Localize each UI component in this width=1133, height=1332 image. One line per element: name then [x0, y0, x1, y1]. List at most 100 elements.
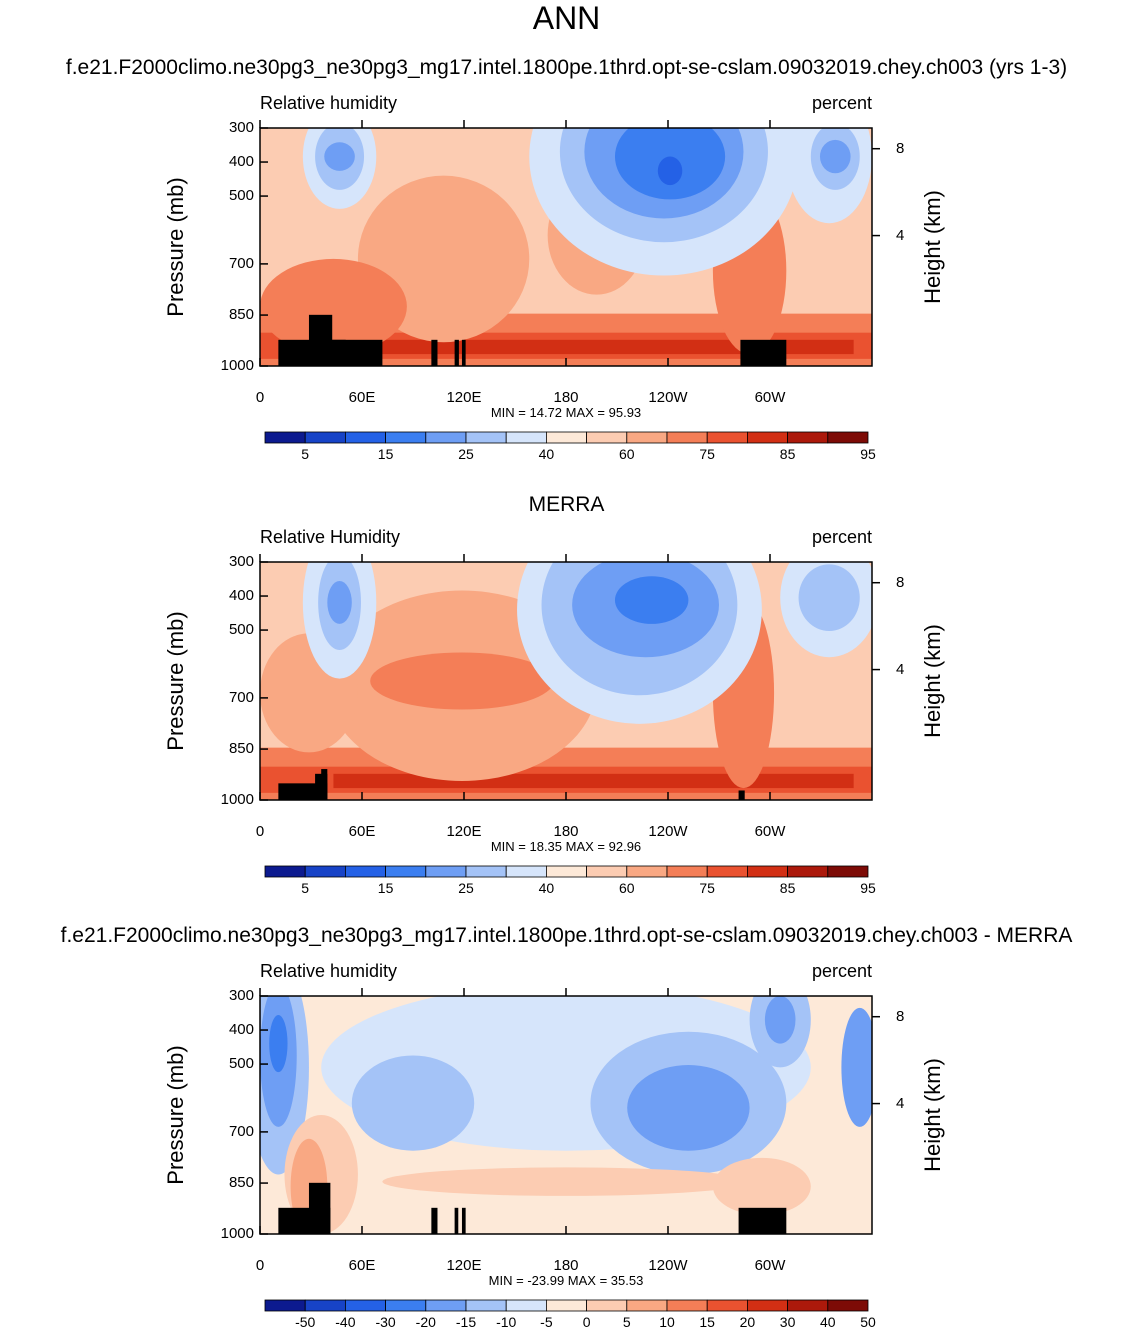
pressure-tick-label: 300	[228, 119, 254, 136]
longitude-tick-label: 0	[255, 1257, 265, 1274]
colorbar-label: 40	[538, 446, 555, 462]
height-tick-label: 8	[896, 573, 905, 591]
topography-mask	[461, 1207, 466, 1234]
colorbar-label: 15	[699, 1314, 715, 1330]
panel2-min-max: MIN = 18.35 MAX = 92.96	[490, 839, 642, 854]
topography-mask	[308, 314, 333, 366]
longitude-tick-label: 120W	[648, 389, 688, 406]
longitude-tick-label: 120W	[648, 1257, 688, 1274]
contour-region	[614, 576, 689, 624]
height-axis-label: Height (km)	[920, 624, 945, 738]
pressure-tick-label: 400	[228, 587, 254, 605]
colorbar-label: 95	[860, 880, 876, 896]
colorbar-1	[264, 431, 869, 444]
height-axis-label: Height (km)	[920, 1058, 945, 1172]
height-tick-label: 4	[896, 1094, 905, 1112]
colorbar-label: -50	[295, 1314, 316, 1330]
colorbar-swatch	[666, 431, 708, 444]
panel2-variable-label: Relative Humidity	[260, 527, 401, 547]
topography-mask	[431, 339, 438, 366]
panel2-title: MERRA	[528, 493, 605, 516]
pressure-tick-label: 850	[228, 306, 254, 324]
colorbar-swatch	[626, 1299, 668, 1312]
contour-panel-1	[259, 120, 880, 367]
colorbar-swatch	[586, 1299, 628, 1312]
colorbar-swatch	[827, 431, 869, 444]
pressure-tick-label: 300	[228, 987, 254, 1004]
contour-region	[798, 564, 860, 632]
colorbar-swatch	[827, 1299, 869, 1312]
colorbar-swatch	[344, 865, 386, 878]
contour-region	[269, 1015, 288, 1073]
pressure-tick-label: 700	[228, 1122, 254, 1140]
colorbar-swatch	[425, 431, 467, 444]
contour-region	[627, 1065, 750, 1151]
colorbar-swatch	[747, 431, 789, 444]
topography-mask	[308, 1182, 331, 1234]
colorbar-label: 75	[699, 446, 715, 462]
figure-title: ANN	[532, 0, 601, 36]
contour-region	[370, 652, 554, 710]
pressure-tick-label: 300	[228, 553, 254, 570]
panel3-min-max: MIN = -23.99 MAX = 35.53	[488, 1273, 644, 1288]
colorbar-label: -10	[496, 1314, 517, 1330]
panel3-variable-label: Relative humidity	[260, 961, 398, 981]
pressure-tick-label: 1000	[220, 357, 254, 374]
colorbar-swatch	[425, 865, 467, 878]
colorbar-swatch	[344, 1299, 386, 1312]
colorbar-swatch	[787, 431, 829, 444]
longitude-tick-label: 180	[553, 823, 579, 840]
topography-mask	[740, 339, 787, 366]
colorbar-swatch	[706, 1299, 748, 1312]
colorbar-label: 15	[377, 880, 394, 896]
colorbar-label: 50	[860, 1314, 876, 1330]
colorbar-swatch	[304, 1299, 346, 1312]
colorbar-swatch	[304, 431, 346, 444]
colorbar-label: -30	[375, 1314, 396, 1330]
pressure-tick-label: 500	[228, 187, 254, 205]
colorbar-swatch	[706, 865, 748, 878]
colorbar-swatch	[586, 431, 628, 444]
colorbar-swatch	[827, 865, 869, 878]
longitude-tick-label: 60W	[754, 1257, 786, 1274]
colorbar-3	[264, 1299, 869, 1312]
topography-mask	[454, 1207, 459, 1234]
colorbar-label: 75	[699, 880, 715, 896]
colorbar-swatch	[264, 431, 306, 444]
colorbar-label: 5	[301, 446, 310, 462]
contour-region	[841, 1007, 872, 1127]
colorbar-swatch	[505, 431, 547, 444]
longitude-tick-label: 0	[255, 389, 265, 406]
topography-mask	[431, 1207, 438, 1234]
longitude-tick-label: 120E	[446, 389, 482, 406]
contour-panel-2	[259, 554, 880, 801]
height-tick-label: 8	[896, 139, 905, 157]
colorbar-label: -5	[540, 1314, 553, 1330]
longitude-tick-label: 60E	[348, 1257, 376, 1274]
height-tick-label: 4	[896, 226, 905, 244]
pressure-tick-label: 400	[228, 1021, 254, 1039]
colorbar-swatch	[505, 1299, 547, 1312]
longitude-tick-label: 60W	[754, 823, 786, 840]
colorbar-swatch	[546, 431, 588, 444]
colorbar-swatch	[706, 431, 748, 444]
topography-mask	[738, 790, 745, 800]
longitude-tick-label: 180	[553, 1257, 579, 1274]
colorbar-label: 85	[779, 880, 796, 896]
colorbar-swatch	[787, 865, 829, 878]
longitude-tick-label: 120E	[446, 1257, 482, 1274]
longitude-tick-label: 120W	[648, 823, 688, 840]
colorbar-swatch	[787, 1299, 829, 1312]
case-title: f.e21.F2000climo.ne30pg3_ne30pg3_mg17.in…	[65, 56, 1068, 79]
pressure-tick-label: 1000	[220, 1225, 254, 1242]
colorbar-label: 40	[538, 880, 555, 896]
colorbar-label: 85	[779, 446, 796, 462]
contour-region	[382, 1167, 750, 1196]
colorbar-swatch	[465, 1299, 507, 1312]
panel1-units-label: percent	[811, 93, 872, 113]
colorbar-swatch	[264, 1299, 306, 1312]
pressure-tick-label: 500	[228, 621, 254, 639]
colorbar-label: 20	[739, 1314, 756, 1330]
colorbar-swatch	[586, 865, 628, 878]
pressure-tick-label: 1000	[220, 791, 254, 808]
